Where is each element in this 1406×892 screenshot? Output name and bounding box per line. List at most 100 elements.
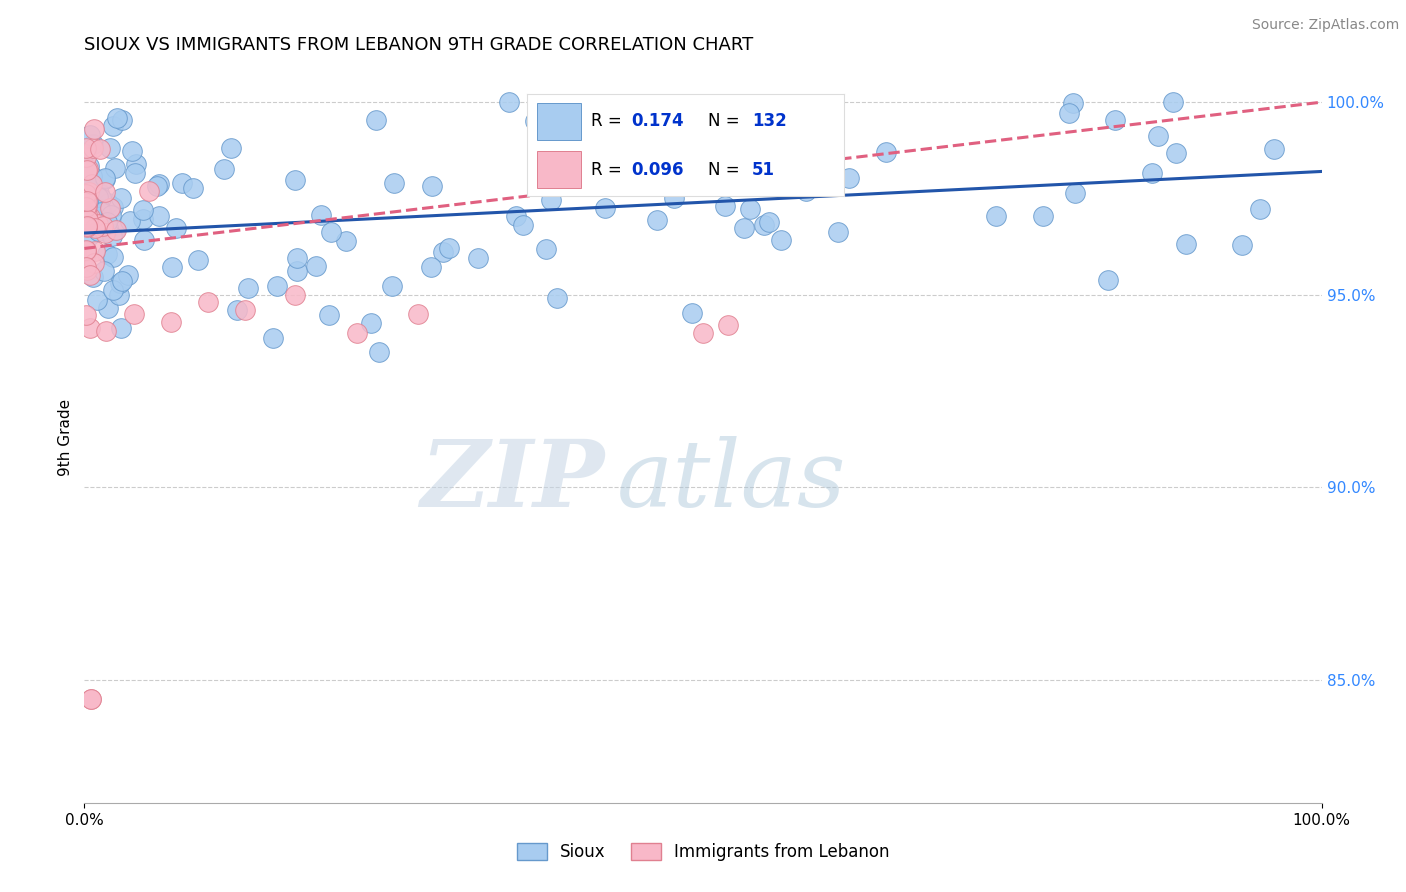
Point: [100, 208, 122, 222]
Point: [82, 137, 104, 152]
Point: [233, 303, 256, 318]
Point: [75, 178, 97, 192]
Point: [309, 209, 332, 223]
Point: [105, 223, 128, 237]
Point: [79, 691, 101, 706]
Point: [87, 211, 110, 226]
Point: [121, 145, 143, 159]
Point: [420, 260, 443, 274]
Point: [75, 190, 97, 204]
Point: [1263, 142, 1285, 156]
Point: [83, 122, 105, 136]
Point: [225, 302, 247, 317]
Point: [103, 283, 125, 297]
Point: [717, 318, 740, 333]
Point: [97, 221, 120, 235]
Point: [93, 172, 115, 186]
Point: [87, 217, 110, 231]
Point: [80, 178, 103, 193]
Point: [82, 169, 104, 183]
Point: [1097, 273, 1119, 287]
Point: [75, 140, 97, 154]
Point: [76, 213, 98, 227]
Point: [146, 179, 169, 194]
Point: [266, 279, 288, 293]
Point: [794, 184, 817, 198]
Point: [77, 194, 100, 208]
Point: [79, 268, 101, 282]
Point: [1164, 146, 1187, 161]
Point: [645, 213, 668, 227]
Point: [104, 223, 127, 237]
Point: [122, 307, 145, 321]
Point: [83, 256, 105, 270]
Point: [87, 224, 110, 238]
Point: [713, 116, 735, 130]
Point: [82, 140, 104, 154]
Point: [1230, 237, 1253, 252]
Point: [87, 189, 110, 203]
Point: [79, 128, 101, 142]
Point: [82, 177, 104, 191]
Point: [366, 112, 388, 127]
Legend: Sioux, Immigrants from Lebanon: Sioux, Immigrants from Lebanon: [510, 836, 896, 868]
Point: [138, 185, 160, 199]
Point: [75, 186, 97, 201]
Point: [1147, 129, 1170, 144]
Text: 132: 132: [752, 112, 786, 130]
Point: [536, 243, 558, 257]
Point: [172, 177, 194, 191]
Point: [181, 180, 204, 194]
Point: [197, 295, 219, 310]
Point: [86, 293, 108, 308]
Point: [101, 229, 124, 244]
Point: [368, 345, 391, 359]
Point: [432, 245, 454, 260]
Point: [596, 130, 619, 145]
Point: [262, 331, 284, 345]
Point: [110, 191, 132, 205]
Point: [76, 220, 98, 235]
Point: [346, 326, 368, 340]
Point: [96, 247, 118, 261]
Point: [318, 308, 340, 322]
Point: [96, 324, 118, 338]
Point: [1057, 106, 1080, 120]
Point: [111, 275, 134, 289]
Point: [110, 276, 132, 290]
Point: [498, 95, 520, 110]
Point: [91, 221, 114, 235]
Point: [221, 141, 243, 155]
Point: [76, 207, 98, 221]
Point: [285, 264, 308, 278]
Point: [117, 268, 139, 282]
Point: [79, 691, 101, 706]
Point: [717, 116, 740, 130]
Point: [662, 191, 685, 205]
Point: [827, 225, 849, 239]
Point: [75, 260, 97, 274]
Point: [93, 264, 115, 278]
Point: [738, 160, 761, 174]
Point: [77, 212, 100, 227]
Point: [111, 112, 134, 127]
Point: [420, 179, 443, 194]
Point: [76, 199, 98, 213]
Point: [382, 176, 405, 190]
Point: [1104, 113, 1126, 128]
FancyBboxPatch shape: [537, 151, 581, 188]
Point: [83, 244, 105, 258]
Text: N =: N =: [707, 112, 740, 130]
Point: [82, 270, 104, 285]
Point: [236, 281, 259, 295]
Text: 0.096: 0.096: [631, 161, 685, 178]
Point: [546, 291, 568, 305]
Text: R =: R =: [591, 161, 621, 178]
Point: [101, 119, 124, 133]
Point: [93, 224, 115, 238]
Point: [285, 251, 308, 265]
Point: [1064, 186, 1087, 200]
Text: 51: 51: [752, 161, 775, 178]
Point: [89, 202, 111, 217]
Point: [75, 248, 97, 262]
